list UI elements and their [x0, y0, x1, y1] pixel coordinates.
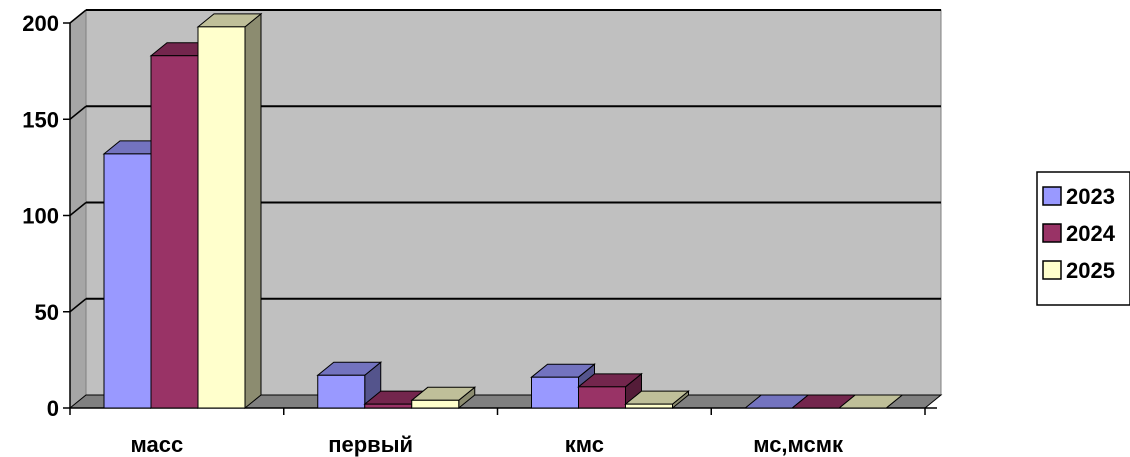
- legend-swatch: [1042, 223, 1062, 243]
- bar-2025-2: [624, 390, 690, 410]
- bar-2025-1: [410, 386, 477, 410]
- gridline-side: [69, 9, 87, 24]
- legend-item: 2023: [1042, 184, 1115, 209]
- bar-2023-1: [316, 361, 383, 410]
- y-tick-label: 150: [22, 107, 59, 132]
- legend: 2023 2024 2025: [1036, 171, 1130, 306]
- legend-item: 2025: [1042, 258, 1115, 283]
- bar-2025-0: [196, 12, 263, 410]
- y-tick-label: 100: [22, 204, 59, 229]
- x-category-label: кмс: [565, 432, 604, 457]
- x-axis-labels: масс первый кмс мс,мсмк: [131, 432, 845, 457]
- gridline-side: [69, 201, 87, 217]
- bar-2025-3: [837, 394, 904, 409]
- legend-swatch: [1042, 260, 1062, 280]
- legend-swatch: [1042, 186, 1062, 206]
- legend-label: 2024: [1066, 221, 1116, 246]
- gridline-side: [69, 105, 87, 120]
- x-category-label: мс,мсмк: [753, 432, 844, 457]
- gridline-side: [69, 298, 87, 313]
- bars: [102, 12, 904, 410]
- legend-label: 2025: [1066, 258, 1115, 283]
- y-tick-label: 200: [22, 11, 59, 36]
- y-axis-ticks: 0 50 100 150 200: [22, 11, 70, 421]
- y-tick-label: 50: [35, 300, 59, 325]
- legend-item: 2024: [1042, 221, 1116, 246]
- x-category-label: первый: [328, 432, 413, 457]
- legend-label: 2023: [1066, 184, 1115, 209]
- bar-2024-2: [577, 372, 643, 410]
- x-category-label: масс: [131, 432, 184, 457]
- y-tick-label: 0: [47, 396, 59, 421]
